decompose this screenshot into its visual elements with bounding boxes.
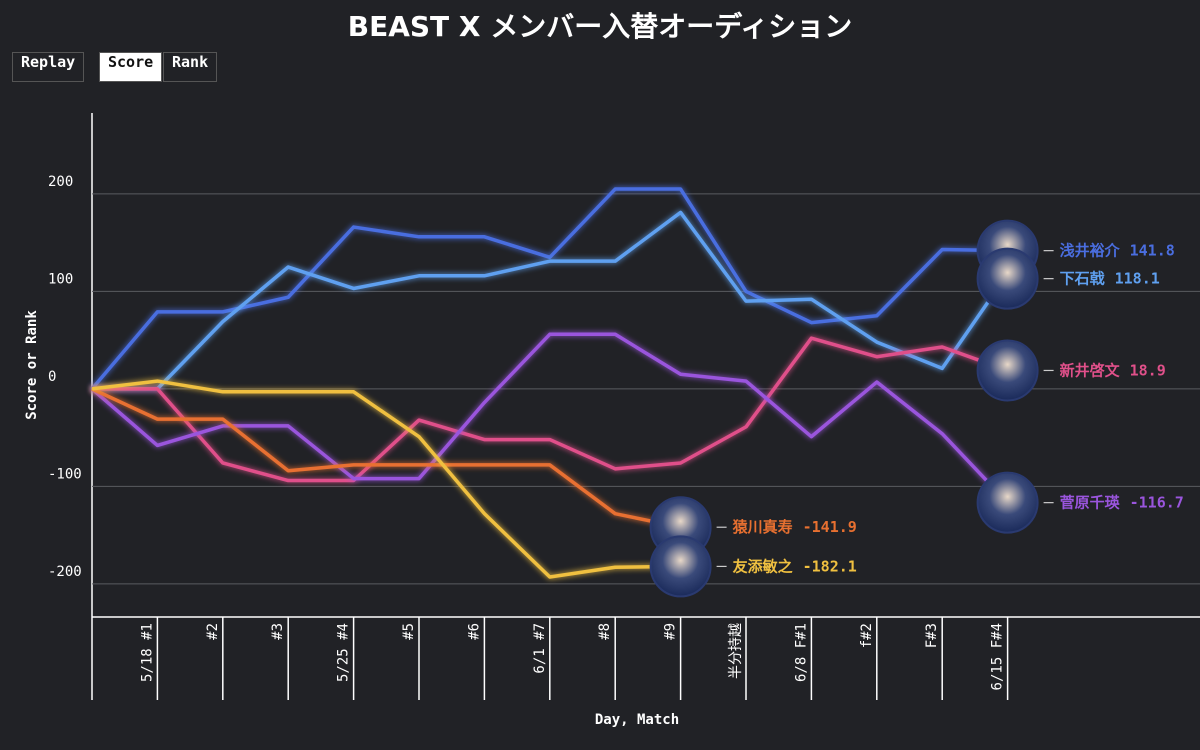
y-tick-label: 0 — [48, 369, 56, 385]
x-tick-label: 6/1 #7 — [532, 623, 548, 674]
x-tick-label: #5 — [401, 623, 417, 640]
avatar — [976, 339, 1039, 402]
x-tick-label: 5/25 #4 — [336, 623, 352, 682]
score-button[interactable]: Score — [99, 52, 163, 82]
series-line — [92, 210, 1010, 391]
chart-title: BEAST X メンバー入替オーディション — [348, 10, 853, 43]
x-tick-label: f#2 — [859, 623, 875, 648]
legend-name: 浅井裕介 — [1060, 241, 1121, 259]
x-tick-label: 6/15 F#4 — [990, 623, 1006, 690]
x-tick-label: #6 — [466, 623, 482, 640]
legend-name: 下石戟 — [1060, 269, 1105, 287]
x-tick-label: 半分持越 — [728, 623, 744, 679]
y-axis-label: Score or Rank — [24, 310, 40, 420]
series-line — [92, 336, 1009, 483]
y-tick-label: 100 — [48, 271, 73, 287]
x-axis-label: Day, Match — [595, 712, 679, 728]
rank-button[interactable]: Rank — [163, 52, 218, 82]
y-tick-label: -200 — [48, 564, 82, 580]
replay-button[interactable]: Replay — [12, 52, 85, 82]
avatar — [649, 535, 712, 598]
x-tick-label: #9 — [663, 623, 679, 640]
series-line — [91, 387, 681, 529]
x-tick-label: #2 — [205, 623, 221, 640]
end-label: 浅井裕介 141.8 — [1060, 241, 1175, 259]
end-label: 菅原千瑛 -116.7 — [1060, 493, 1184, 511]
end-value-label: -141.9 — [803, 518, 857, 536]
x-tick-label: 6/8 F#1 — [793, 623, 809, 682]
legend-name: 菅原千瑛 — [1060, 493, 1121, 511]
x-tick-label: #8 — [597, 623, 613, 640]
x-tick-label: F#3 — [924, 623, 940, 648]
y-tick-label: -100 — [48, 466, 82, 482]
x-tick-label: #3 — [270, 623, 286, 640]
end-label: 友添敏之 -182.1 — [733, 557, 857, 575]
series-line — [90, 332, 1009, 504]
end-value-label: 141.8 — [1130, 241, 1175, 259]
legend-name: 友添敏之 — [733, 557, 793, 575]
series-line — [90, 187, 1008, 391]
end-label: 下石戟 118.1 — [1060, 269, 1160, 287]
avatar — [976, 471, 1039, 534]
end-value-label: 18.9 — [1130, 361, 1166, 379]
series-line — [91, 379, 681, 579]
legend-name: 猿川真寿 — [732, 518, 793, 536]
x-tick-label: 5/18 #1 — [139, 623, 155, 682]
y-tick-label: 200 — [48, 174, 73, 190]
avatar — [976, 247, 1039, 310]
end-label: 新井啓文 18.9 — [1060, 361, 1166, 379]
avatar — [649, 496, 712, 559]
end-label: 猿川真寿 -141.9 — [732, 518, 857, 536]
legend-name: 新井啓文 — [1060, 361, 1121, 379]
avatar — [976, 219, 1039, 282]
end-value-label: 118.1 — [1115, 269, 1160, 287]
end-value-label: -116.7 — [1130, 493, 1184, 511]
end-value-label: -182.1 — [803, 557, 857, 575]
